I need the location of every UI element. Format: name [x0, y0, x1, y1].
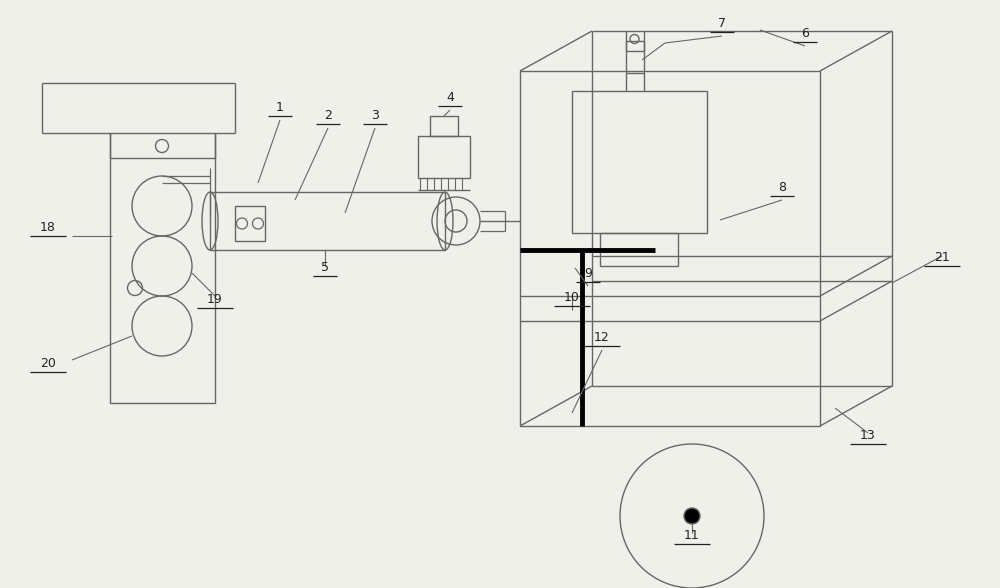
Text: 19: 19 — [207, 293, 223, 306]
Bar — [626, 41, 644, 51]
Bar — [430, 116, 458, 136]
Text: 13: 13 — [860, 429, 876, 442]
Bar — [110, 133, 215, 403]
Bar — [600, 233, 678, 266]
Text: 2: 2 — [324, 109, 332, 122]
Bar — [572, 91, 707, 233]
Text: 10: 10 — [564, 291, 580, 304]
Circle shape — [684, 508, 700, 524]
Text: 11: 11 — [684, 529, 700, 542]
Text: 21: 21 — [934, 251, 950, 264]
Bar — [235, 206, 265, 241]
Text: 18: 18 — [40, 221, 56, 234]
Text: 20: 20 — [40, 357, 56, 370]
Text: 3: 3 — [371, 109, 379, 122]
Bar — [418, 136, 470, 178]
Bar — [210, 192, 445, 250]
Text: 1: 1 — [276, 101, 284, 114]
Text: 8: 8 — [778, 181, 786, 194]
Text: 5: 5 — [321, 261, 329, 274]
Bar — [520, 71, 820, 426]
Text: 6: 6 — [801, 27, 809, 40]
Text: 7: 7 — [718, 17, 726, 30]
Text: 4: 4 — [446, 91, 454, 104]
Text: 9: 9 — [584, 267, 592, 280]
Text: 12: 12 — [594, 331, 610, 344]
